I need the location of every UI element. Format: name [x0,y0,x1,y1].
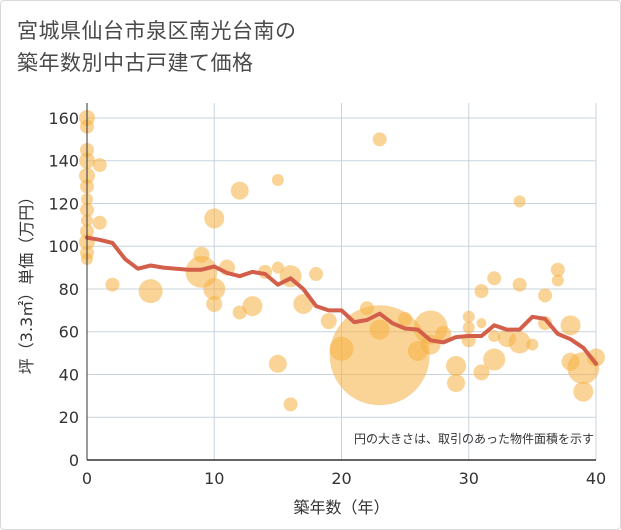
x-tick-label: 0 [82,469,92,488]
chart-title-line1: 宮城県仙台市泉区南光台南の [17,19,297,43]
y-tick-label: 160 [48,109,79,128]
y-tick-label: 40 [59,365,79,384]
data-bubble [473,364,490,381]
y-tick-label: 20 [59,408,79,427]
y-tick-label: 80 [59,280,79,299]
data-bubble [573,381,594,402]
data-bubble [488,330,501,343]
data-bubble [204,208,225,229]
size-note: 円の大きさは、取引のあった物件面積を示す [354,431,594,446]
tick-labels: 0 10 20 30 40 0 20 40 60 80 100 120 140 160 [48,109,606,488]
data-bubble [447,374,466,393]
data-bubble [203,277,226,300]
data-bubble [550,262,565,277]
y-tick-label: 60 [59,323,79,342]
bubble-layer [79,109,605,412]
data-bubble [538,288,553,303]
trend-line [85,235,598,366]
x-tick-label: 20 [331,469,351,488]
data-bubble [483,348,506,371]
data-bubble [508,331,531,354]
data-bubble [462,310,475,323]
y-tick-label: 140 [48,152,79,171]
chart-title: 宮城県仙台市泉区南光台南の 築年数別中古戸建て価格 [17,15,297,79]
data-bubble [92,215,107,230]
data-bubble [435,325,452,342]
data-bubble [105,277,120,292]
data-bubble [320,313,337,330]
x-tick-label: 10 [204,469,224,488]
data-bubble [268,354,287,373]
data-bubble [446,355,467,376]
data-bubble [526,338,539,351]
axes [86,103,596,461]
data-bubble [271,173,284,186]
x-tick-label: 40 [586,469,606,488]
data-bubble [487,271,502,286]
x-tick-label: 30 [459,469,479,488]
data-bubble [309,267,324,282]
data-bubble [271,261,284,274]
data-bubble [138,279,163,304]
y-tick-label: 120 [48,194,79,213]
data-bubble [560,315,581,336]
data-bubble [513,195,526,208]
data-bubble [206,295,223,312]
data-bubble [474,284,489,299]
data-bubble [398,311,413,326]
y-tick-label: 0 [69,451,79,470]
data-bubble [230,181,249,200]
data-bubble [462,321,475,334]
data-bubble [512,277,527,292]
data-bubble [551,274,564,287]
data-bubble [283,397,298,412]
y-axis-label: 坪（3.3㎡）単価（万円） [17,189,36,374]
x-axis-label: 築年数（年） [293,498,389,517]
data-bubble [372,132,387,147]
chart-title-line2: 築年数別中古戸建て価格 [17,51,254,75]
data-bubble [587,348,605,367]
data-bubble [242,296,263,317]
data-bubble [476,318,487,329]
data-bubble [92,157,107,172]
y-tick-label: 100 [48,237,79,256]
